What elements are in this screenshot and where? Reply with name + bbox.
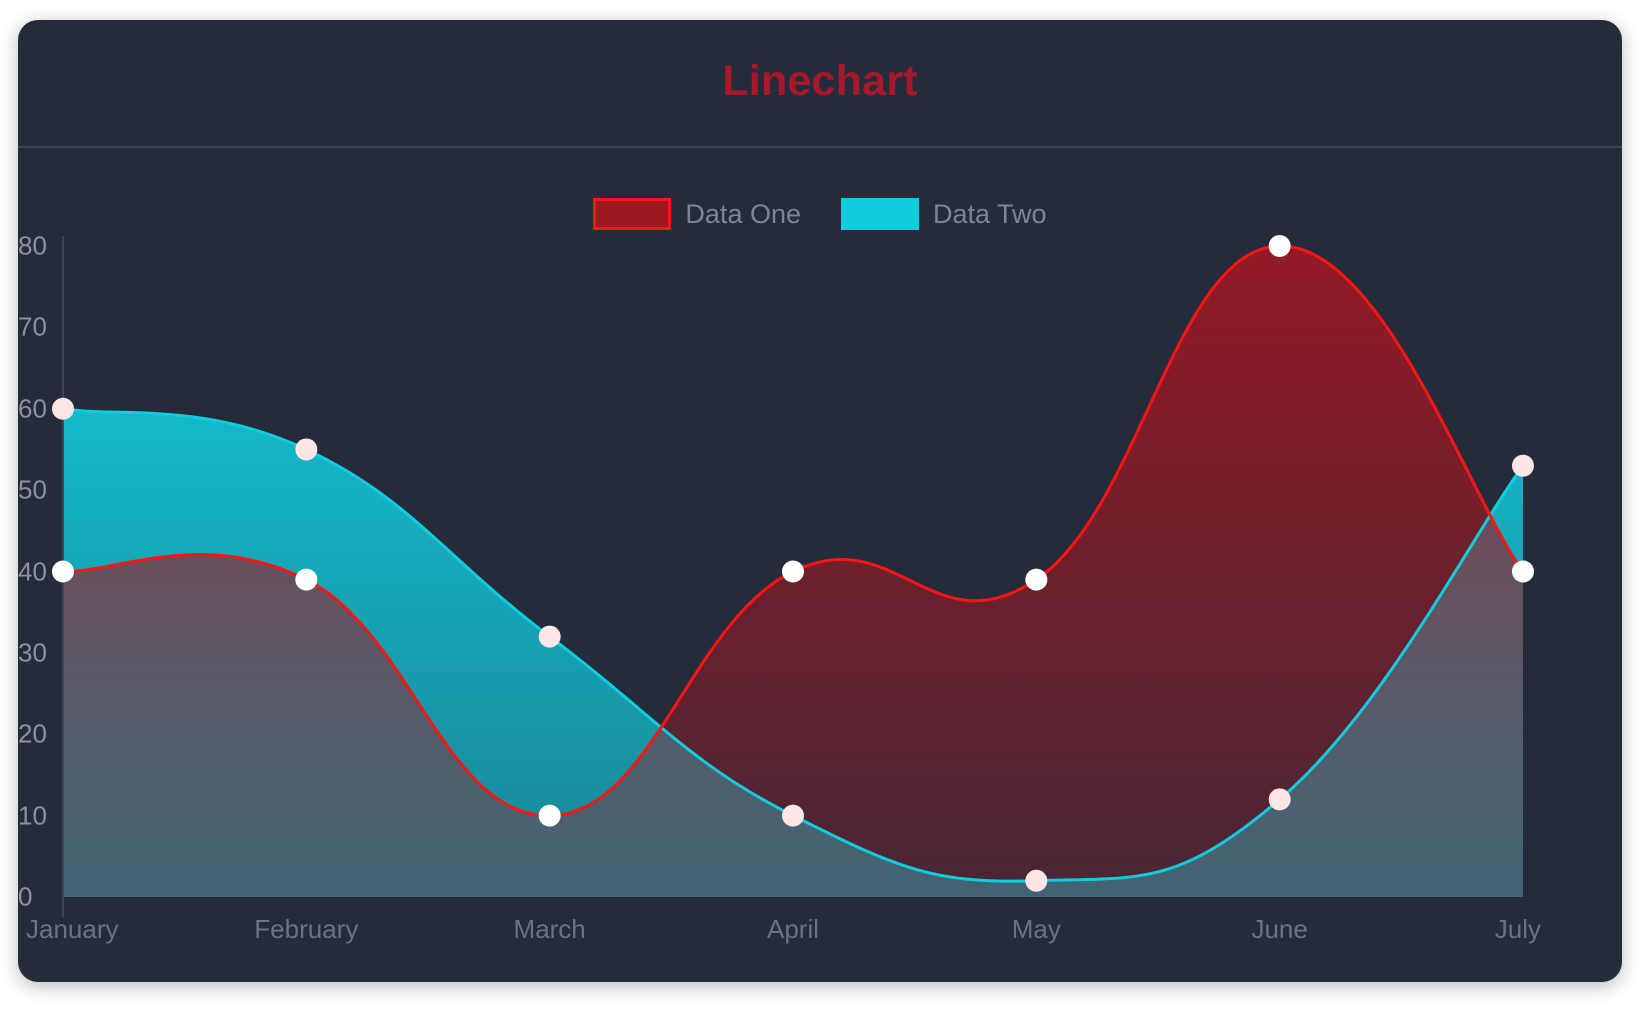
legend-item-data-two[interactable]: Data Two xyxy=(841,198,1047,230)
card-header: Linechart xyxy=(18,20,1622,148)
data-point[interactable] xyxy=(538,804,561,827)
chart-canvas xyxy=(52,235,1534,917)
y-axis-tick-label: 70 xyxy=(18,311,47,342)
data-point[interactable] xyxy=(295,438,318,461)
legend-item-data-one[interactable]: Data One xyxy=(593,198,801,230)
series-area-data-one xyxy=(63,245,1523,897)
x-axis-tick-label: March xyxy=(513,914,586,944)
x-axis-tick-label: January xyxy=(26,914,119,944)
x-axis-tick-label: April xyxy=(766,914,820,944)
y-axis-tick-label: 10 xyxy=(18,800,47,831)
x-axis-tick-label: July xyxy=(1494,914,1541,944)
y-axis-tick-label: 20 xyxy=(18,718,47,749)
y-axis-tick-label: 80 xyxy=(18,230,47,261)
legend-swatch-icon-data-two xyxy=(841,198,919,230)
chart-card: Linechart Data One Data Two 0 10 20 30 40 50 6… xyxy=(18,20,1622,982)
y-axis-tick-label: 50 xyxy=(18,474,47,505)
data-point[interactable] xyxy=(52,560,74,583)
data-point[interactable] xyxy=(782,804,804,827)
legend-label-data-one: Data One xyxy=(685,198,801,229)
data-point[interactable] xyxy=(1025,869,1048,892)
chart-legend: Data One Data Two xyxy=(18,198,1622,230)
plot-area: 0 10 20 30 40 50 60 70 80 January February March Ap… xyxy=(18,20,1622,982)
data-point[interactable] xyxy=(1512,560,1534,583)
y-axis-tick-label: 0 xyxy=(18,881,33,912)
data-point[interactable] xyxy=(52,397,74,420)
data-point[interactable] xyxy=(1025,568,1048,591)
x-axis-tick-label: June xyxy=(1251,914,1308,944)
data-point[interactable] xyxy=(1512,454,1534,477)
legend-swatch-icon-data-one xyxy=(593,198,672,230)
data-point[interactable] xyxy=(782,560,804,583)
data-point[interactable] xyxy=(1268,235,1291,257)
data-point[interactable] xyxy=(538,625,561,648)
y-axis-tick-label: 60 xyxy=(18,393,47,424)
y-axis-tick-label: 40 xyxy=(18,556,47,586)
page-title: Linechart xyxy=(722,57,918,105)
data-point[interactable] xyxy=(295,568,318,591)
x-axis-tick-label: May xyxy=(1011,914,1061,944)
data-point[interactable] xyxy=(1268,788,1291,811)
x-axis-tick-label: February xyxy=(254,914,359,944)
legend-label-data-two: Data Two xyxy=(933,198,1047,229)
y-axis-tick-label: 30 xyxy=(18,637,47,668)
